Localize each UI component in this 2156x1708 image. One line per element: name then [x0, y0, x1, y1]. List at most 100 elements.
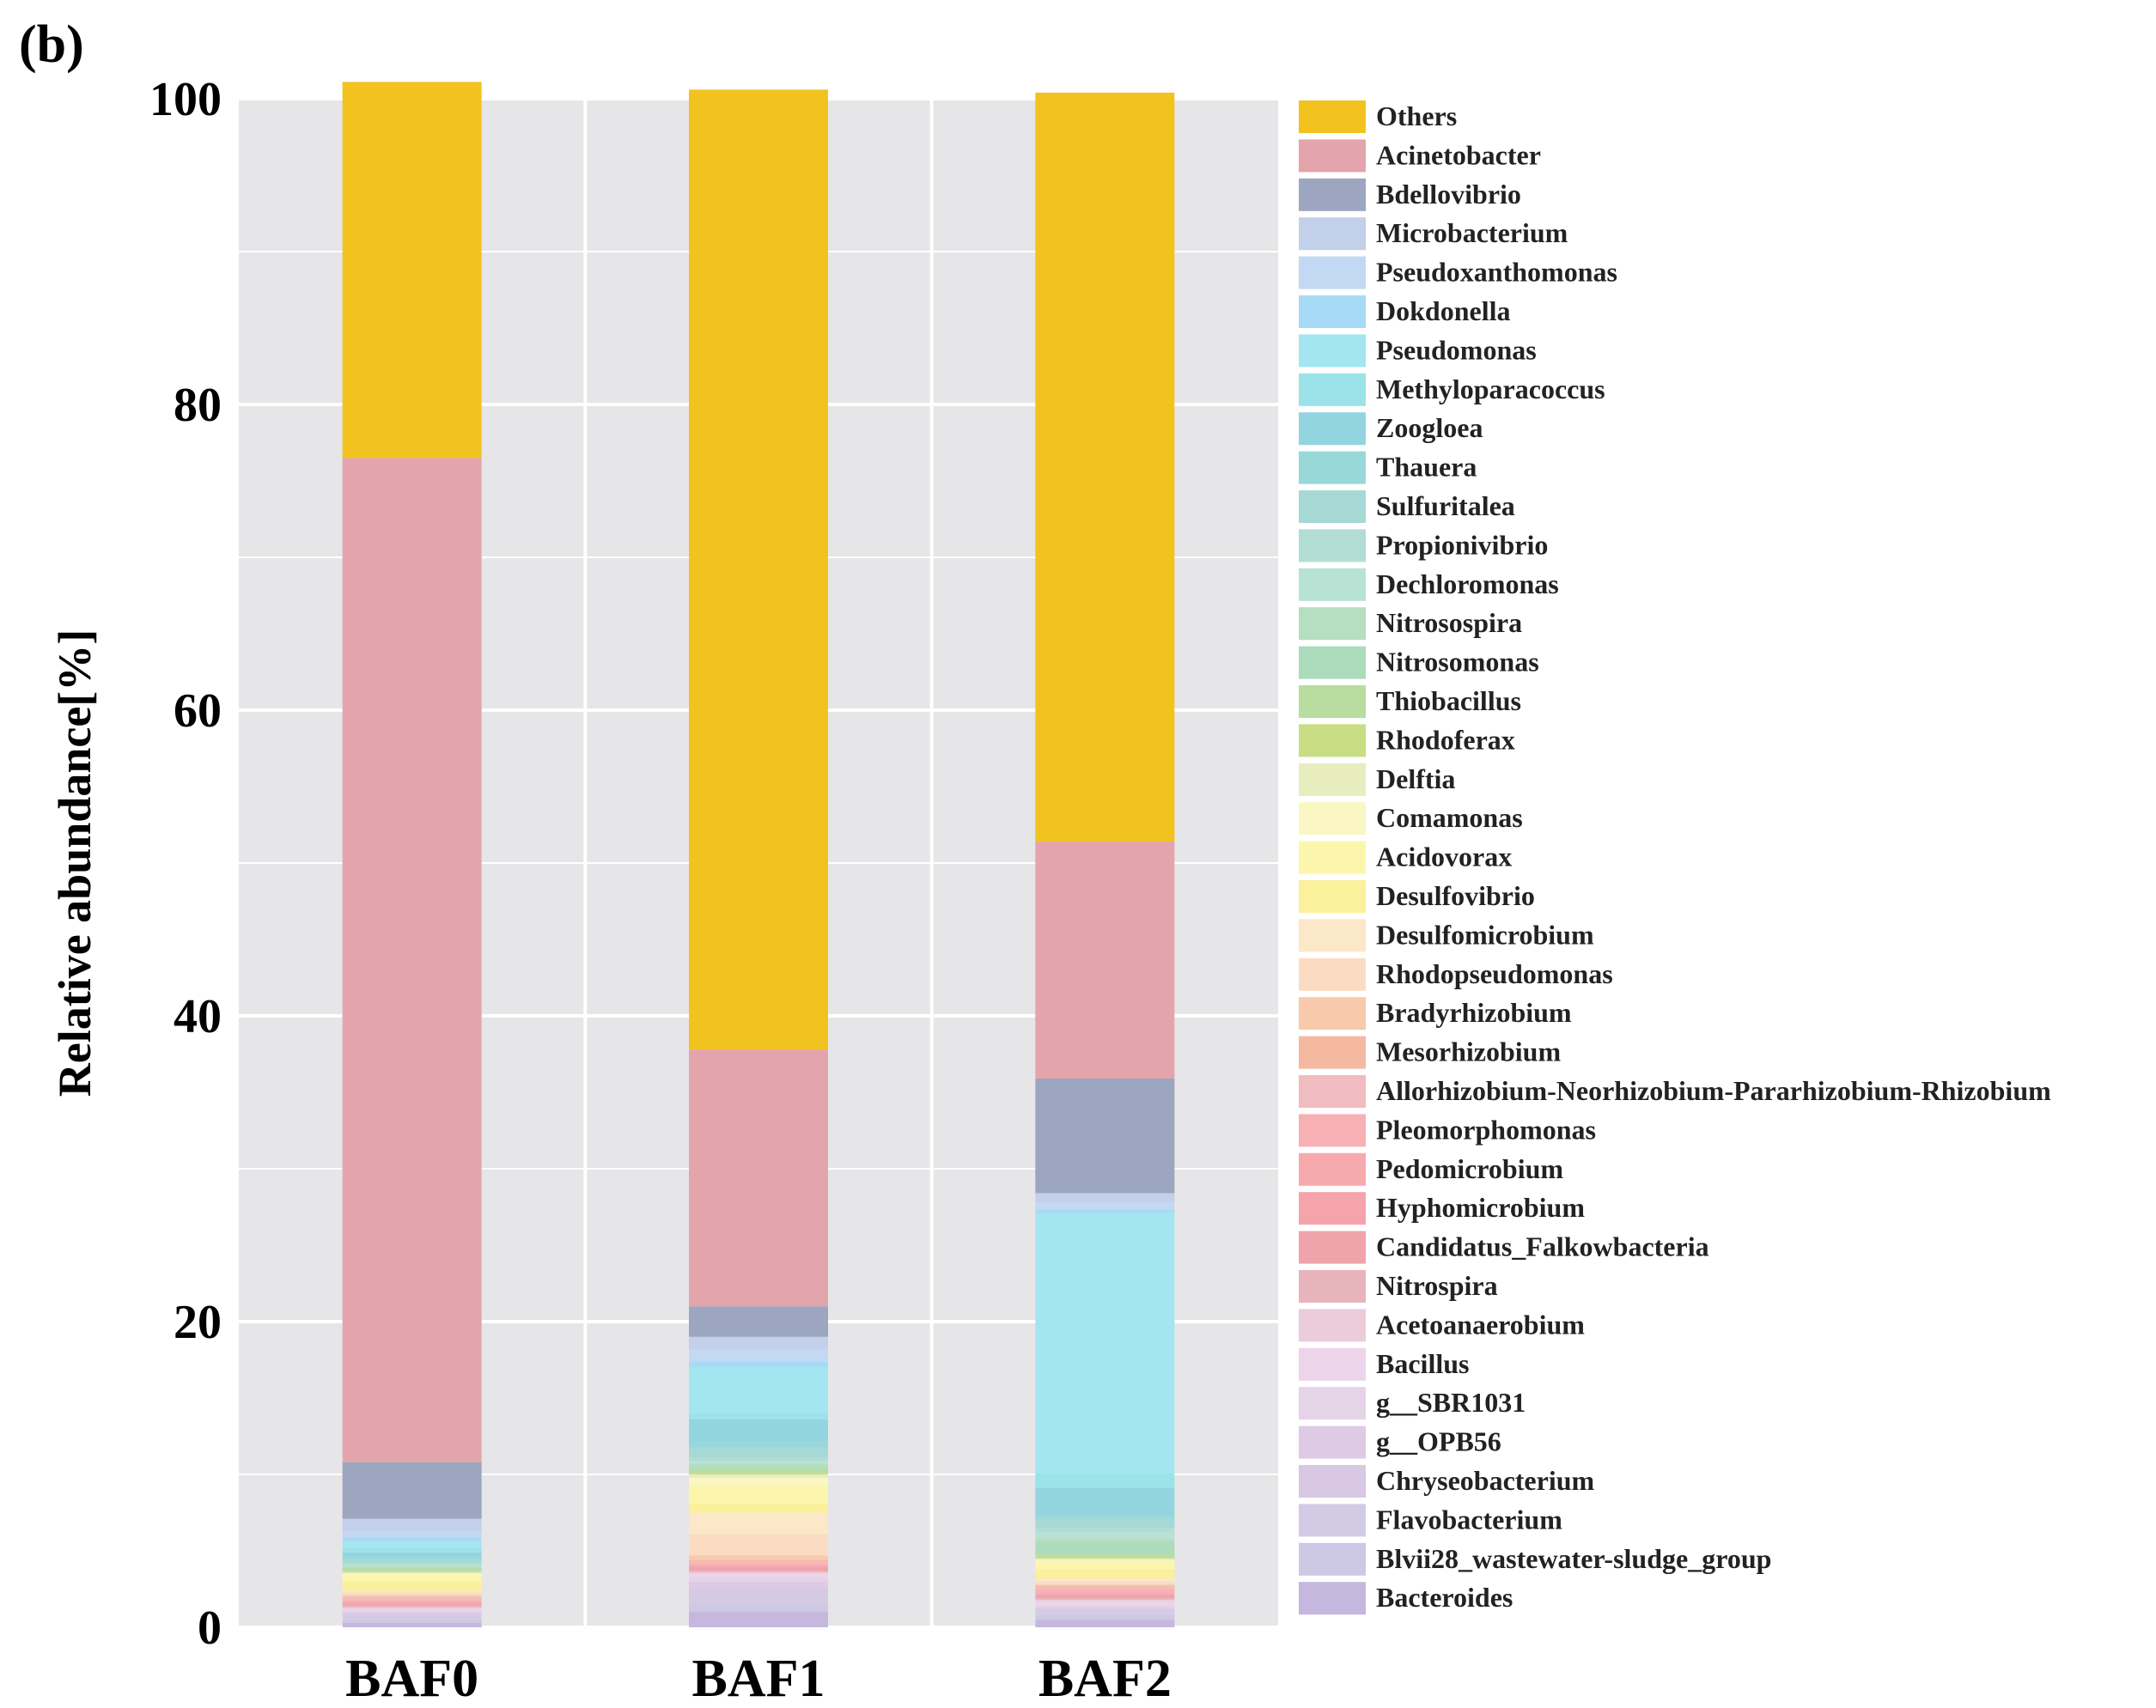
bar-segment: [689, 1565, 828, 1566]
bar-segment: [1035, 1488, 1175, 1517]
legend-label: Acidovorax: [1376, 842, 1512, 872]
legend-label: Pleomorphomonas: [1376, 1114, 1596, 1145]
bar-segment: [689, 1460, 828, 1464]
legend-item: Nitrospira: [1299, 1270, 1498, 1303]
legend-item: Thiobacillus: [1299, 685, 1521, 718]
legend-item: g__OPB56: [1299, 1425, 1501, 1459]
bar-segment: [1035, 1599, 1175, 1602]
legend-item: Delftia: [1299, 763, 1455, 796]
bar-segment: [689, 1595, 828, 1605]
legend-item: Desulfovibrio: [1299, 880, 1535, 913]
x-tick-label: BAF1: [692, 1650, 825, 1708]
bar-segment: [342, 1547, 482, 1553]
bar-segment: [689, 1474, 828, 1478]
legend-item: Acetoanaerobium: [1299, 1309, 1585, 1342]
bar-segment: [1035, 1213, 1175, 1474]
bars: [342, 82, 1175, 1627]
x-tick-label: BAF2: [1038, 1650, 1172, 1708]
legend-swatch: [1299, 1270, 1366, 1303]
bar-segment: [1035, 1608, 1175, 1613]
legend-label: g__SBR1031: [1376, 1387, 1526, 1418]
legend-label: Pseudomonas: [1376, 334, 1537, 365]
legend-label: Desulfomicrobium: [1376, 919, 1594, 950]
legend-label: Mesorhizobium: [1376, 1036, 1561, 1067]
legend-swatch: [1299, 568, 1366, 601]
bar-segment: [689, 1571, 828, 1574]
legend-item: Pseudomonas: [1299, 334, 1537, 368]
bar-segment: [1035, 92, 1175, 842]
legend-label: Rhodoferax: [1376, 724, 1515, 755]
bar-segment: [342, 1552, 482, 1558]
bar-segment: [342, 1620, 482, 1623]
bar-segment: [689, 1581, 828, 1588]
bar-segment: [342, 1575, 482, 1582]
bar-segment: [689, 1463, 828, 1468]
bar-segment: [1035, 1528, 1175, 1533]
bar-segment: [1035, 1598, 1175, 1600]
bar-segment: [1035, 1202, 1175, 1211]
bar-segment: [1035, 1473, 1175, 1489]
bar-segment: [689, 1567, 828, 1571]
legend-item: Zoogloea: [1299, 412, 1483, 446]
legend-swatch: [1299, 607, 1366, 641]
bar-segment: [1035, 1592, 1175, 1594]
bar-segment: [689, 1367, 828, 1413]
legend-swatch: [1299, 451, 1366, 484]
bar-segment: [342, 1601, 482, 1603]
legend-swatch: [1299, 1465, 1366, 1498]
x-axis: BAF0 BAF1 BAF2: [345, 1650, 1172, 1708]
bar-segment: [689, 1503, 828, 1513]
bar-segment: [689, 1473, 828, 1474]
bar-segment: [689, 1573, 828, 1577]
legend-label: Microbacterium: [1376, 217, 1568, 248]
bar-segment: [1035, 1518, 1175, 1529]
legend-swatch: [1299, 685, 1366, 718]
x-tick-label: BAF0: [345, 1650, 478, 1708]
y-tick-label: 60: [174, 684, 222, 738]
bar-segment: [342, 1612, 482, 1614]
legend-item: Microbacterium: [1299, 217, 1568, 251]
legend-label: Acinetobacter: [1376, 139, 1541, 170]
bar-segment: [689, 1361, 828, 1368]
bar-segment: [342, 1565, 482, 1566]
legend-item: Candidatus_Falkowbacteria: [1299, 1231, 1709, 1264]
legend-label: Bradyrhizobium: [1376, 997, 1572, 1028]
bar-segment: [1035, 1541, 1175, 1554]
bar-segment: [689, 1448, 828, 1458]
legend-label: Propionivibrio: [1376, 529, 1548, 560]
bar-segment: [342, 1557, 482, 1560]
bar-segment: [1035, 1585, 1175, 1588]
bar-segment: [342, 1581, 482, 1591]
legend-label: Dokdonella: [1376, 295, 1510, 326]
legend-label: Sulfuritalea: [1376, 490, 1515, 521]
legend-item: Methyloparacoccus: [1299, 373, 1605, 406]
bar-segment: [689, 1467, 828, 1470]
bar-segment: [689, 1559, 828, 1562]
legend-item: Allorhizobium-Neorhizobium-Pararhizobium…: [1299, 1075, 2051, 1108]
legend-swatch: [1299, 724, 1366, 757]
legend-swatch: [1299, 139, 1366, 173]
bar-segment: [689, 89, 828, 1050]
legend-swatch: [1299, 1504, 1366, 1537]
legend-item: Sulfuritalea: [1299, 490, 1515, 523]
bar-segment: [1035, 1614, 1175, 1620]
legend-label: Thauera: [1376, 452, 1477, 483]
bar-segment: [689, 1563, 828, 1565]
bar-segment: [689, 1336, 828, 1350]
legend-label: Nitrospira: [1376, 1270, 1498, 1301]
bar-segment: [1035, 1553, 1175, 1558]
legend-item: g__SBR1031: [1299, 1387, 1526, 1420]
legend-swatch: [1299, 178, 1366, 211]
bar-segment: [1035, 1581, 1175, 1585]
legend-swatch: [1299, 763, 1366, 796]
legend-swatch: [1299, 1152, 1366, 1186]
legend-swatch: [1299, 1309, 1366, 1342]
bar-segment: [1035, 1607, 1175, 1609]
y-tick-label: 100: [149, 73, 222, 126]
legend-swatch: [1299, 997, 1366, 1030]
legend-label: Nitrosospira: [1376, 607, 1522, 638]
legend-label: Dechloromonas: [1376, 568, 1559, 599]
bar-segment: [1035, 1558, 1175, 1560]
bar-segment: [1035, 1559, 1175, 1562]
